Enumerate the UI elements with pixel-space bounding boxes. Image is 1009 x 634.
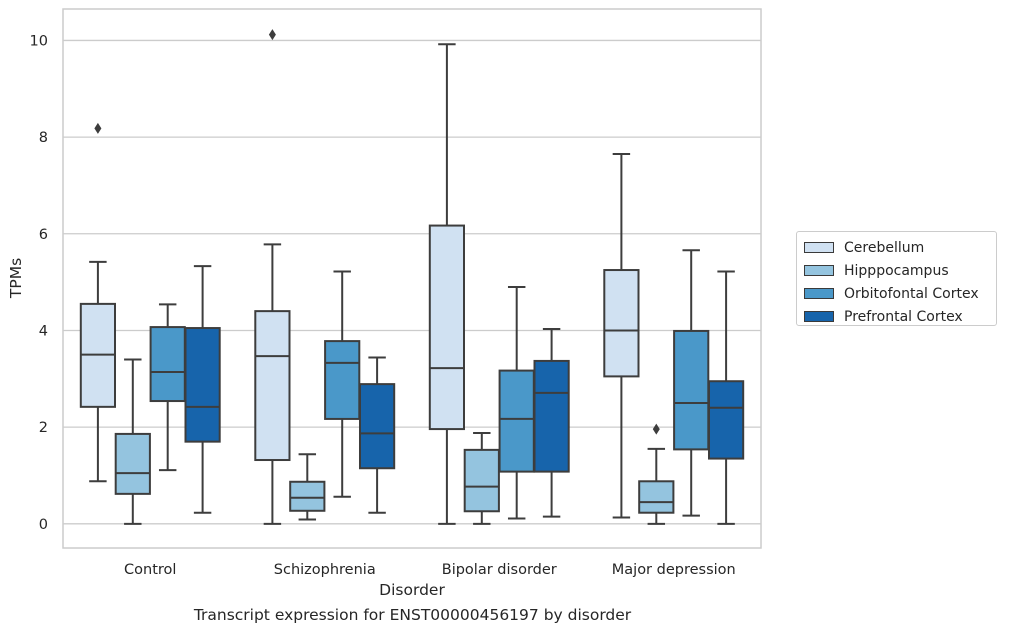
legend-label: Cerebellum (844, 239, 925, 256)
box-cerebellum (603, 153, 640, 519)
outlier-marker (652, 423, 660, 435)
x-tick-label: Schizophrenia (274, 562, 376, 578)
y-tick-label: 4 (39, 323, 48, 339)
box-iqr (358, 383, 396, 470)
x-tick-label: Bipolar disorder (442, 562, 557, 578)
y-tick-label: 6 (39, 227, 48, 243)
box-iqr (184, 327, 221, 443)
y-tick-label: 2 (39, 420, 48, 436)
legend-label: Prefrontal Cortex (844, 308, 963, 325)
box-iqr (254, 310, 291, 462)
plot-area (63, 9, 761, 548)
box-hipppocampus (638, 423, 675, 525)
legend-item-orbitofrontal: Orbitofontal Cortex (804, 282, 996, 305)
box-cerebellum (428, 43, 466, 525)
x-axis-label: Disorder (379, 581, 445, 599)
y-tick-label: 10 (30, 33, 48, 49)
box-iqr (324, 340, 361, 420)
outlier-marker (268, 29, 276, 41)
y-axis-label: TPMs (7, 258, 25, 299)
legend-label: Hipppocampus (844, 262, 949, 279)
box-cerebellum (79, 122, 117, 483)
box-iqr (603, 269, 640, 378)
legend-label: Orbitofontal Cortex (844, 285, 979, 302)
box-iqr (707, 380, 745, 460)
y-tick-label: 8 (39, 130, 48, 146)
box-iqr (114, 432, 151, 495)
legend-item-cerebellum: Cerebellum (804, 236, 996, 259)
box-iqr (533, 359, 570, 473)
chart-legend: Cerebellum Hipppocampus Orbitofontal Cor… (796, 231, 997, 326)
legend-swatch-cerebellum (804, 242, 834, 253)
box-orbitofontal-cortex (673, 249, 710, 517)
y-axis-ticks: 0 2 4 6 8 10 (30, 33, 48, 532)
box-iqr (149, 326, 186, 403)
box-iqr (463, 448, 500, 513)
plot-frame (62, 8, 762, 549)
box-iqr (289, 480, 326, 512)
box-prefrontal-cortex (184, 265, 221, 514)
chart-caption: Transcript expression for ENST0000045619… (193, 606, 632, 624)
x-tick-label: Major depression (612, 562, 736, 578)
box-prefrontal-cortex (707, 270, 745, 525)
box-groups (79, 29, 745, 525)
legend-swatch-prefrontal (804, 311, 834, 322)
box-prefrontal-cortex (358, 356, 396, 514)
legend-swatch-orbitofrontal (804, 288, 834, 299)
box-iqr (498, 369, 535, 473)
legend-item-prefrontal: Prefrontal Cortex (804, 305, 996, 328)
x-tick-label: Control (124, 562, 176, 578)
box-iqr (673, 329, 710, 451)
box-cerebellum (254, 29, 291, 525)
box-hipppocampus (114, 358, 151, 525)
box-iqr (428, 224, 466, 431)
box-prefrontal-cortex (533, 328, 570, 518)
y-tick-label: 0 (39, 517, 48, 533)
box-hipppocampus (289, 453, 326, 521)
box-hipppocampus (463, 431, 500, 525)
legend-item-hippocampus: Hipppocampus (804, 259, 996, 282)
outlier-marker (94, 122, 102, 134)
legend-swatch-hippocampus (804, 265, 834, 276)
box-orbitofontal-cortex (324, 270, 361, 498)
box-iqr (638, 480, 675, 514)
x-axis-ticks: Control Schizophrenia Bipolar disorder Majo… (124, 562, 736, 578)
